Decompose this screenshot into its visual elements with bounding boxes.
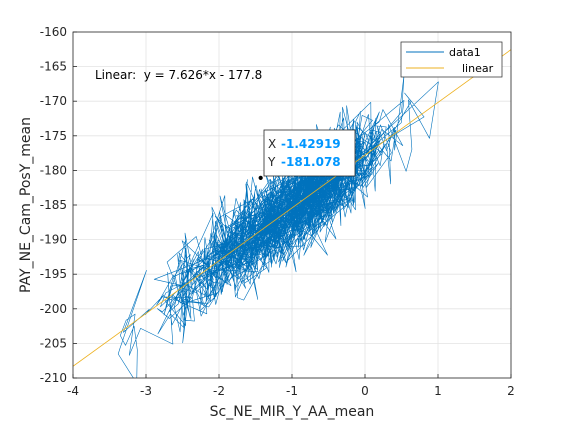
x-tick-label: 2 (507, 384, 515, 398)
y-tick-label: -195 (40, 267, 67, 281)
x-tick-label: -4 (67, 384, 79, 398)
data-tip-y-value: -181.078 (281, 155, 341, 169)
x-axis-label: Sc_NE_MIR_Y_AA_mean (210, 404, 375, 420)
series-linear-line (73, 49, 511, 367)
legend[interactable]: data1 linear (400, 41, 503, 78)
y-tick-label: -200 (40, 302, 67, 316)
y-axis-ticks: -160 -165 -170 -175 -180 -185 -190 -195 -200 -205… (40, 25, 77, 385)
legend-label-linear: linear (462, 62, 494, 75)
x-tick-label: -3 (140, 384, 152, 398)
y-tick-label: -160 (40, 25, 67, 39)
x-axis-ticks: -4 -3 -2 -1 0 1 2 (67, 374, 515, 398)
data-tip-x-label: X (268, 137, 276, 151)
series-data1 (117, 75, 439, 378)
y-tick-label: -175 (40, 129, 67, 143)
data-tip-x-value: -1.42919 (281, 137, 341, 151)
x-tick-label: -2 (213, 384, 225, 398)
x-tick-label: -1 (286, 384, 298, 398)
y-tick-label: -190 (40, 233, 67, 247)
data-tip-box (263, 129, 356, 177)
y-tick-label: -165 (40, 60, 67, 74)
data-tip-y-label: Y (267, 155, 276, 169)
y-tick-label: -180 (40, 163, 67, 177)
series-data1-line (117, 75, 439, 378)
fit-annotation: Linear: y = 7.626*x - 177.8 (95, 68, 262, 82)
series-linear (73, 49, 511, 367)
y-tick-label: -205 (40, 336, 67, 350)
x-tick-label: 0 (361, 384, 369, 398)
legend-label-data1: data1 (449, 46, 481, 59)
data-tip-marker (257, 174, 264, 181)
y-tick-label: -210 (40, 371, 67, 385)
legend-box (400, 41, 503, 78)
x-tick-label: 1 (434, 384, 442, 398)
y-axis-label: PAY_NE_Cam_PosY_mean (18, 117, 34, 293)
y-tick-label: -185 (40, 198, 67, 212)
y-tick-label: -170 (40, 94, 67, 108)
data-tip[interactable]: X -1.42919 Y -181.078 (257, 129, 356, 181)
